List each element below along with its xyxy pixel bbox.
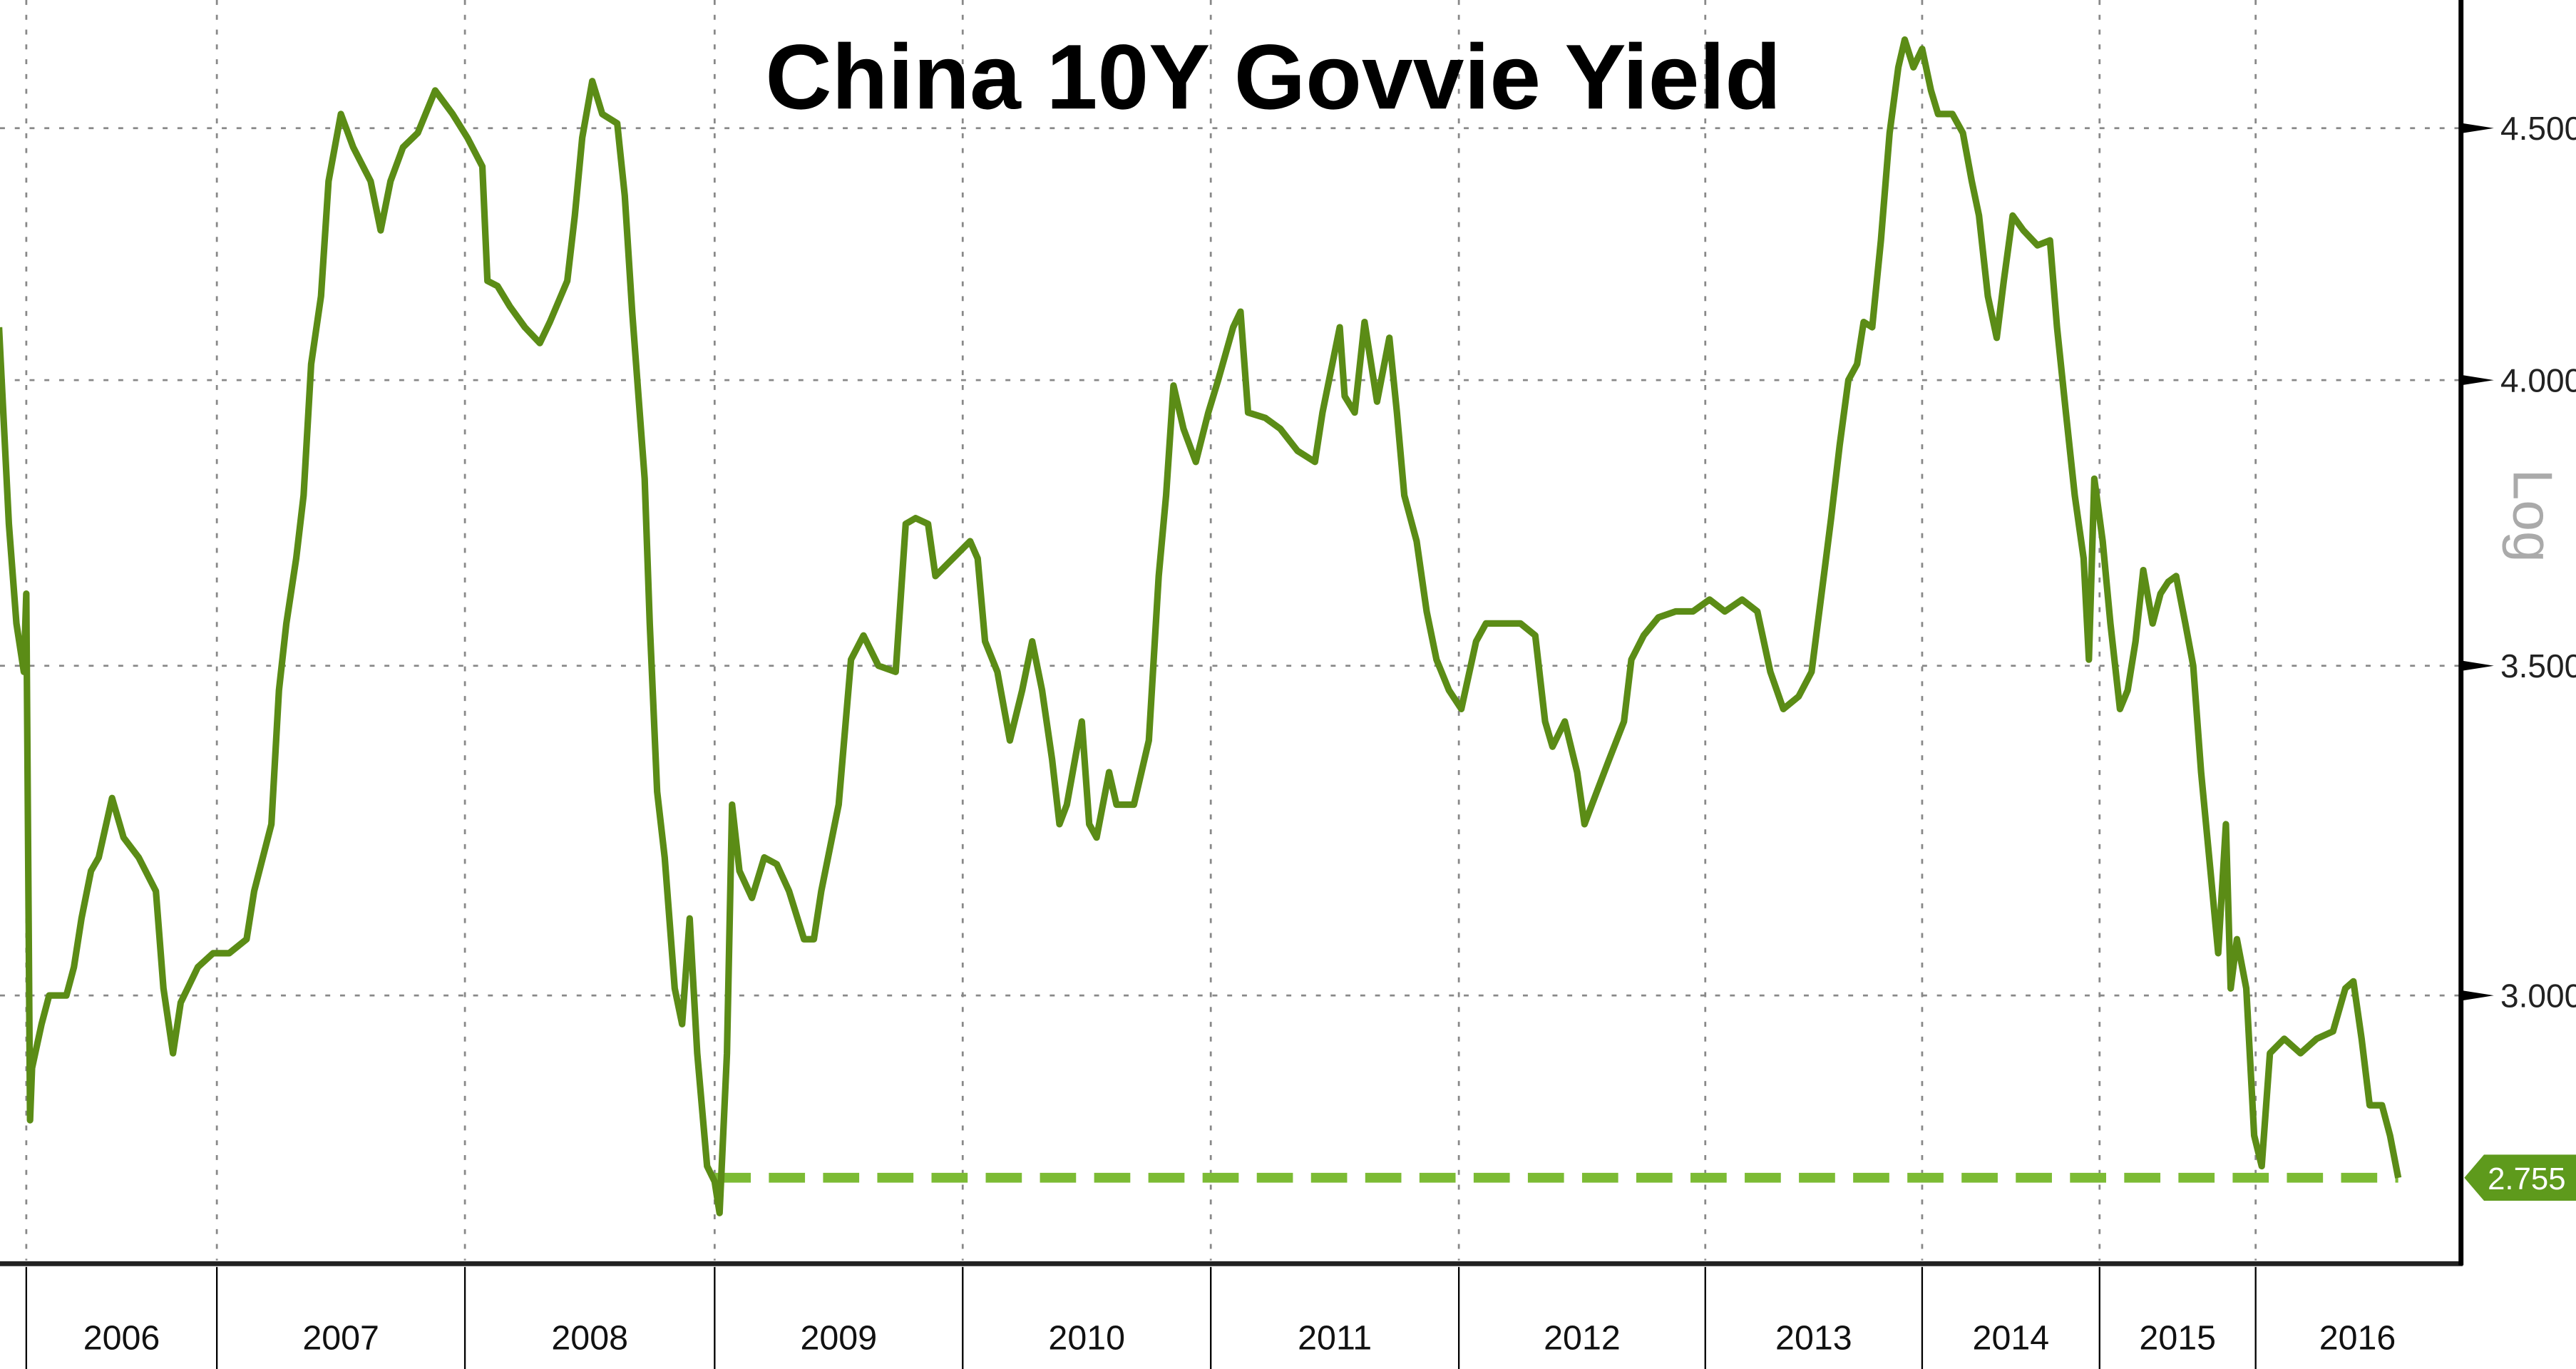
- x-tick-label: 2015: [2139, 1318, 2216, 1357]
- yield-series-line: [0, 36, 2402, 1216]
- x-tick-label: 2010: [1048, 1318, 1125, 1357]
- y-axis: 4.500 4.000 3.500 3.000: [2458, 0, 2576, 1266]
- log-scale-label: Log: [2501, 469, 2564, 563]
- y-tick-mark: [2463, 660, 2494, 671]
- x-tick-label: 2016: [2319, 1318, 2396, 1357]
- x-tick-label: 2011: [1298, 1318, 1372, 1357]
- chart-title: China 10Y Govvie Yield: [765, 26, 1781, 128]
- x-tick-label: 2008: [551, 1318, 628, 1357]
- x-tick-label: 2006: [83, 1318, 160, 1357]
- y-tick-label: 3.000: [2500, 977, 2576, 1014]
- y-tick-label: 4.000: [2500, 362, 2576, 399]
- x-tick-label: 2014: [1973, 1318, 2050, 1357]
- y-tick-mark: [2463, 375, 2494, 386]
- x-tick-label: 2009: [800, 1318, 877, 1357]
- x-tick-label: 2013: [1775, 1318, 1852, 1357]
- gridlines: [0, 0, 2460, 1261]
- y-tick-mark: [2463, 123, 2494, 133]
- last-value-tag-shape: [2464, 1154, 2576, 1201]
- last-value-tag: 2.755: [2464, 1154, 2576, 1201]
- y-tick-label: 3.500: [2500, 647, 2576, 684]
- x-axis: 2006 2007 2008 2009 2010 2011 2012 2013 2014 2015…: [0, 1261, 2463, 1369]
- x-tick-label: 2007: [302, 1318, 379, 1357]
- x-tick-label: 2012: [1544, 1318, 1621, 1357]
- y-tick-label: 4.500: [2500, 110, 2576, 147]
- y-tick-mark: [2463, 990, 2494, 1001]
- last-value-label: 2.755: [2488, 1162, 2566, 1196]
